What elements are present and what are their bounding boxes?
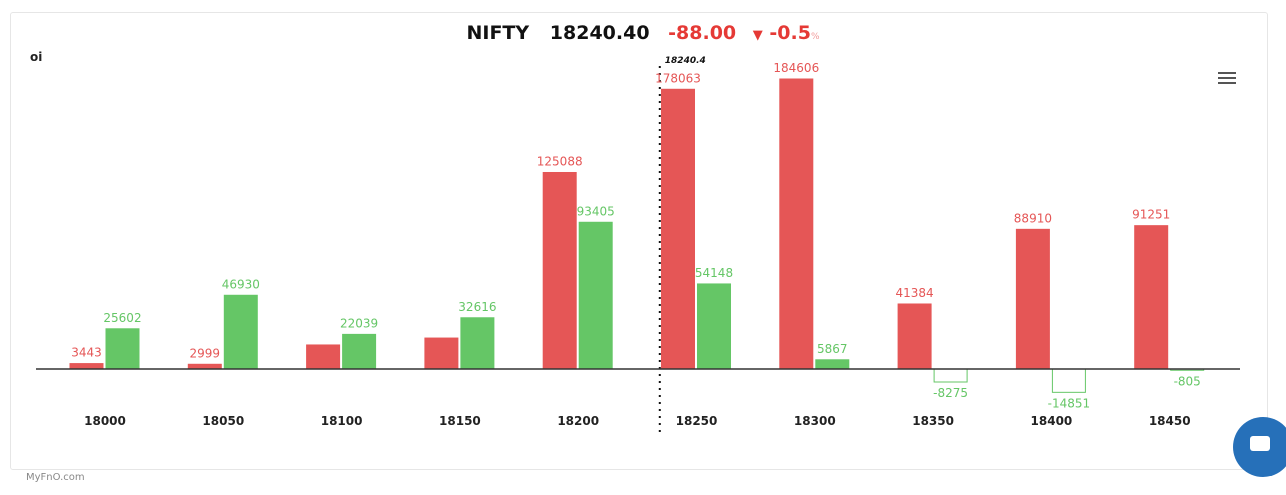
chat-button[interactable] xyxy=(1233,417,1286,477)
x-tick-label: 18400 xyxy=(1031,414,1073,428)
bar-value-label: 2999 xyxy=(190,346,221,360)
x-tick-label: 18250 xyxy=(676,414,718,428)
bar-value-label: 178063 xyxy=(655,71,701,85)
percent-change: -0.5 xyxy=(769,22,811,44)
bar-value-label: 88910 xyxy=(1014,211,1052,225)
symbol: NIFTY xyxy=(466,22,530,44)
bar-value-label: 54148 xyxy=(695,266,733,280)
bar-value-label: 184606 xyxy=(773,61,819,75)
chart-header: NIFTY 18240.40 -88.00 ▼ -0.5% xyxy=(0,22,1286,44)
bar-value-label: 32616 xyxy=(458,300,496,314)
bar-value-label: 46930 xyxy=(222,277,260,291)
call-oi-bar xyxy=(1134,225,1169,370)
call-oi-bar xyxy=(1015,228,1050,370)
triangle-down-icon: ▼ xyxy=(752,28,763,43)
call-oi-bar xyxy=(779,78,814,370)
bar-value-label: 22039 xyxy=(340,316,378,330)
chart-card xyxy=(10,12,1268,470)
call-oi-bar xyxy=(897,303,932,370)
bar-value-label: -805 xyxy=(1174,374,1201,388)
put-oi-bar xyxy=(815,359,850,370)
put-oi-bar xyxy=(1051,368,1086,393)
spot-price: 18240.40 xyxy=(549,22,650,44)
y-axis-label: oi xyxy=(30,50,43,64)
bar-value-label: 125088 xyxy=(537,154,583,168)
bar-value-label: 25602 xyxy=(103,311,141,325)
put-oi-bar xyxy=(460,317,495,370)
bar-value-label: -8275 xyxy=(933,386,968,400)
put-oi-bar xyxy=(342,333,377,370)
x-tick-label: 18200 xyxy=(557,414,599,428)
spot-price-label: 18240.4 xyxy=(665,56,706,66)
bar-value-label: -14851 xyxy=(1048,396,1091,410)
x-tick-label: 18150 xyxy=(439,414,481,428)
put-oi-bar xyxy=(933,368,968,383)
chat-icon xyxy=(1250,436,1270,451)
call-oi-bar xyxy=(542,171,577,370)
bar-value-label: 3443 xyxy=(71,346,102,360)
brand-watermark: MyFnO.com xyxy=(26,472,85,483)
x-tick-label: 18450 xyxy=(1149,414,1191,428)
x-tick-label: 18100 xyxy=(321,414,363,428)
bar-value-label: 91251 xyxy=(1132,208,1170,222)
put-oi-bar xyxy=(105,328,140,370)
x-tick-label: 18050 xyxy=(202,414,244,428)
put-oi-bar xyxy=(223,294,258,370)
x-tick-label: 18300 xyxy=(794,414,836,428)
hamburger-menu-icon[interactable] xyxy=(1218,70,1236,87)
bar-value-label: 5867 xyxy=(817,342,848,356)
put-oi-bar xyxy=(697,283,731,370)
call-oi-bar xyxy=(424,337,459,370)
call-oi-bar xyxy=(306,344,341,370)
bar-value-label: 41384 xyxy=(896,286,934,300)
call-oi-bar xyxy=(69,363,104,370)
percent-sign: % xyxy=(810,32,820,42)
put-oi-bar xyxy=(578,221,613,370)
x-tick-label: 18350 xyxy=(912,414,954,428)
price-change: -88.00 xyxy=(668,22,737,44)
call-oi-bar xyxy=(661,88,695,370)
x-tick-label: 18000 xyxy=(84,414,126,428)
bar-value-label: 93405 xyxy=(577,204,615,218)
